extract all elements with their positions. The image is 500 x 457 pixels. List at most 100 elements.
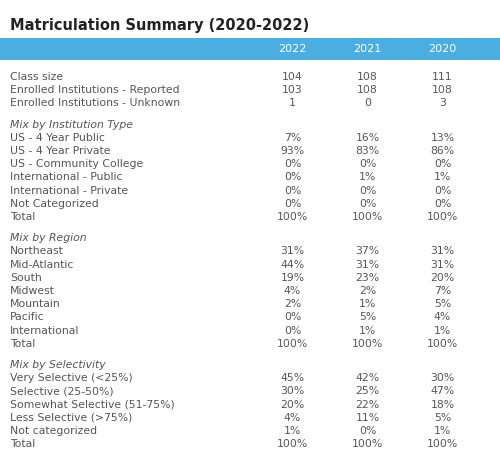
Text: 7%: 7% xyxy=(284,133,301,143)
Text: 20%: 20% xyxy=(280,399,304,409)
Text: 44%: 44% xyxy=(280,260,304,270)
Text: 23%: 23% xyxy=(356,273,380,283)
Text: Total: Total xyxy=(10,339,35,349)
Text: Mid-Atlantic: Mid-Atlantic xyxy=(10,260,74,270)
Text: Selective (25-50%): Selective (25-50%) xyxy=(10,387,114,396)
Text: 22%: 22% xyxy=(356,399,380,409)
Text: 7%: 7% xyxy=(434,286,451,296)
Text: 0%: 0% xyxy=(359,199,376,209)
Text: 0%: 0% xyxy=(284,159,301,169)
Text: 0%: 0% xyxy=(434,199,451,209)
Text: International - Private: International - Private xyxy=(10,186,128,196)
Text: 2%: 2% xyxy=(284,299,301,309)
Text: 31%: 31% xyxy=(356,260,380,270)
Text: 11%: 11% xyxy=(356,413,380,423)
Text: Matriculation Summary (2020-2022): Matriculation Summary (2020-2022) xyxy=(10,18,309,33)
Text: 1%: 1% xyxy=(434,426,451,436)
Text: 100%: 100% xyxy=(427,439,458,449)
Text: Mix by Institution Type: Mix by Institution Type xyxy=(10,120,133,130)
Text: Total: Total xyxy=(10,439,35,449)
Text: 45%: 45% xyxy=(280,373,304,383)
Text: 0%: 0% xyxy=(434,186,451,196)
Text: 0%: 0% xyxy=(359,426,376,436)
Text: 16%: 16% xyxy=(356,133,380,143)
Text: 100%: 100% xyxy=(352,439,383,449)
Text: 0%: 0% xyxy=(284,313,301,322)
Text: 1%: 1% xyxy=(359,172,376,182)
Text: 31%: 31% xyxy=(280,246,304,256)
Text: 93%: 93% xyxy=(280,146,304,156)
Text: 100%: 100% xyxy=(277,212,308,222)
Text: 1%: 1% xyxy=(284,426,301,436)
Text: Mountain: Mountain xyxy=(10,299,61,309)
Text: 19%: 19% xyxy=(280,273,304,283)
Text: 2022: 2022 xyxy=(278,44,306,54)
Text: Midwest: Midwest xyxy=(10,286,55,296)
Text: International: International xyxy=(10,325,80,335)
Text: 1%: 1% xyxy=(359,299,376,309)
Text: 0%: 0% xyxy=(434,159,451,169)
Text: 4%: 4% xyxy=(284,413,301,423)
Text: 0: 0 xyxy=(364,98,371,108)
Text: Total: Total xyxy=(10,212,35,222)
Text: 13%: 13% xyxy=(430,133,454,143)
Text: 0%: 0% xyxy=(359,159,376,169)
Bar xyxy=(0,38,500,60)
Text: Northeast: Northeast xyxy=(10,246,64,256)
Text: 1: 1 xyxy=(289,98,296,108)
Text: 0%: 0% xyxy=(284,172,301,182)
Text: 100%: 100% xyxy=(427,339,458,349)
Text: 5%: 5% xyxy=(434,413,451,423)
Text: 2021: 2021 xyxy=(354,44,382,54)
Text: 30%: 30% xyxy=(430,373,454,383)
Text: Pacific: Pacific xyxy=(10,313,44,322)
Text: 31%: 31% xyxy=(430,246,454,256)
Text: 3: 3 xyxy=(439,98,446,108)
Text: US - 4 Year Public: US - 4 Year Public xyxy=(10,133,105,143)
Text: 20%: 20% xyxy=(430,273,454,283)
Text: 83%: 83% xyxy=(356,146,380,156)
Text: 30%: 30% xyxy=(280,387,304,396)
Text: Enrolled Institutions - Unknown: Enrolled Institutions - Unknown xyxy=(10,98,180,108)
Text: 4%: 4% xyxy=(434,313,451,322)
Text: 2020: 2020 xyxy=(428,44,456,54)
Text: 25%: 25% xyxy=(356,387,380,396)
Text: 0%: 0% xyxy=(284,199,301,209)
Text: 5%: 5% xyxy=(359,313,376,322)
Text: 100%: 100% xyxy=(277,339,308,349)
Text: Not Categorized: Not Categorized xyxy=(10,199,99,209)
Text: 100%: 100% xyxy=(277,439,308,449)
Text: 104: 104 xyxy=(282,72,303,82)
Text: 108: 108 xyxy=(357,72,378,82)
Text: International - Public: International - Public xyxy=(10,172,122,182)
Text: 31%: 31% xyxy=(430,260,454,270)
Text: Class size: Class size xyxy=(10,72,63,82)
Text: Mix by Selectivity: Mix by Selectivity xyxy=(10,360,106,370)
Text: Somewhat Selective (51-75%): Somewhat Selective (51-75%) xyxy=(10,399,175,409)
Text: 0%: 0% xyxy=(359,186,376,196)
Text: 103: 103 xyxy=(282,85,303,95)
Text: 108: 108 xyxy=(432,85,453,95)
Text: 42%: 42% xyxy=(356,373,380,383)
Text: South: South xyxy=(10,273,42,283)
Text: 18%: 18% xyxy=(430,399,454,409)
Text: 0%: 0% xyxy=(284,325,301,335)
Text: 86%: 86% xyxy=(430,146,454,156)
Text: 111: 111 xyxy=(432,72,453,82)
Text: US - Community College: US - Community College xyxy=(10,159,143,169)
Text: 37%: 37% xyxy=(356,246,380,256)
Text: Enrolled Institutions - Reported: Enrolled Institutions - Reported xyxy=(10,85,179,95)
Text: 1%: 1% xyxy=(359,325,376,335)
Text: 0%: 0% xyxy=(284,186,301,196)
Text: US - 4 Year Private: US - 4 Year Private xyxy=(10,146,110,156)
Text: 1%: 1% xyxy=(434,325,451,335)
Text: 100%: 100% xyxy=(352,339,383,349)
Text: 2%: 2% xyxy=(359,286,376,296)
Text: Mix by Region: Mix by Region xyxy=(10,233,86,243)
Text: 4%: 4% xyxy=(284,286,301,296)
Text: 47%: 47% xyxy=(430,387,454,396)
Text: 1%: 1% xyxy=(434,172,451,182)
Text: 108: 108 xyxy=(357,85,378,95)
Text: 5%: 5% xyxy=(434,299,451,309)
Text: 100%: 100% xyxy=(427,212,458,222)
